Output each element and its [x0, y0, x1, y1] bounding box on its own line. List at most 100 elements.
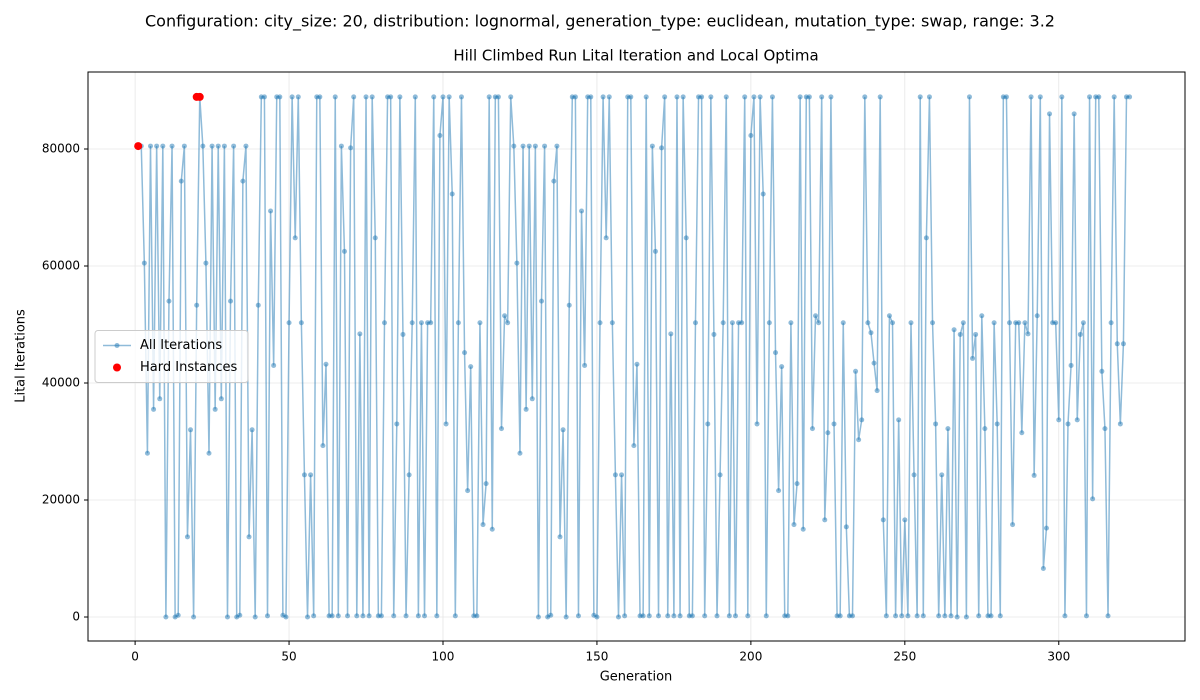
- highlight-point: [134, 142, 143, 151]
- point: [813, 313, 819, 319]
- point: [680, 94, 686, 100]
- point: [868, 330, 874, 336]
- point: [514, 260, 520, 266]
- point: [659, 145, 665, 151]
- legend-marker: [114, 343, 120, 348]
- point: [668, 331, 674, 337]
- point: [923, 235, 929, 241]
- point: [1111, 94, 1117, 100]
- point: [286, 320, 292, 326]
- point: [422, 613, 428, 619]
- point: [748, 133, 754, 139]
- suptitle: Configuration: city_size: 20, distributi…: [145, 12, 1055, 32]
- point: [957, 331, 963, 337]
- y-tick-label: 20000: [42, 493, 80, 507]
- point: [283, 614, 289, 620]
- point: [831, 421, 837, 427]
- y-tick-label: 60000: [42, 258, 80, 272]
- grid: [88, 72, 1185, 641]
- point: [264, 613, 270, 619]
- point: [933, 421, 939, 427]
- point: [474, 613, 480, 619]
- point: [588, 94, 594, 100]
- point: [175, 612, 181, 618]
- point: [902, 517, 908, 523]
- point: [742, 94, 748, 100]
- y-axis-label: Lital Iterations: [14, 309, 29, 403]
- point: [936, 613, 942, 619]
- point: [511, 143, 517, 149]
- point: [908, 320, 914, 326]
- point: [332, 94, 338, 100]
- point: [378, 613, 384, 619]
- point: [800, 526, 806, 532]
- point: [677, 613, 683, 619]
- point: [388, 94, 394, 100]
- point: [246, 534, 252, 540]
- point: [415, 613, 421, 619]
- point: [1007, 320, 1013, 326]
- point: [1031, 472, 1037, 478]
- point: [745, 613, 751, 619]
- point: [656, 613, 662, 619]
- legend: All Iterations Hard Instances: [94, 330, 249, 383]
- point: [1056, 417, 1062, 423]
- point: [1105, 613, 1111, 619]
- point: [428, 320, 434, 326]
- point: [311, 613, 317, 619]
- point: [1071, 111, 1077, 117]
- point: [739, 320, 745, 326]
- point: [849, 613, 855, 619]
- point: [231, 143, 237, 149]
- point: [363, 94, 369, 100]
- point: [699, 94, 705, 100]
- point: [1059, 94, 1065, 100]
- x-tick-label: 250: [893, 650, 916, 664]
- point: [871, 360, 877, 366]
- point: [671, 613, 677, 619]
- point: [224, 614, 230, 620]
- plot-area: [134, 92, 1133, 620]
- point: [495, 94, 501, 100]
- point: [619, 472, 625, 478]
- point: [951, 327, 957, 333]
- point: [779, 364, 785, 370]
- point: [622, 613, 628, 619]
- point: [335, 613, 341, 619]
- point: [412, 94, 418, 100]
- point: [893, 613, 899, 619]
- point: [381, 320, 387, 326]
- point: [191, 614, 197, 620]
- point: [237, 612, 243, 618]
- point: [434, 613, 440, 619]
- point: [806, 94, 812, 100]
- point: [391, 613, 397, 619]
- point: [483, 481, 489, 487]
- point: [542, 143, 548, 149]
- point: [557, 534, 563, 540]
- legend-label: All Iterations: [140, 338, 222, 353]
- point: [277, 94, 283, 100]
- point: [1096, 94, 1102, 100]
- point: [862, 94, 868, 100]
- point: [665, 613, 671, 619]
- point: [757, 94, 763, 100]
- point: [144, 450, 150, 456]
- point: [674, 94, 680, 100]
- point: [896, 417, 902, 423]
- point: [816, 320, 822, 326]
- x-tick-label: 100: [432, 650, 455, 664]
- point: [662, 94, 668, 100]
- point: [341, 248, 347, 254]
- point: [945, 426, 951, 432]
- point: [400, 331, 406, 337]
- point: [785, 613, 791, 619]
- point: [403, 613, 409, 619]
- point: [406, 472, 412, 478]
- point: [822, 517, 828, 523]
- point: [243, 143, 249, 149]
- point: [1090, 496, 1096, 502]
- point: [825, 430, 831, 436]
- point: [1034, 313, 1040, 319]
